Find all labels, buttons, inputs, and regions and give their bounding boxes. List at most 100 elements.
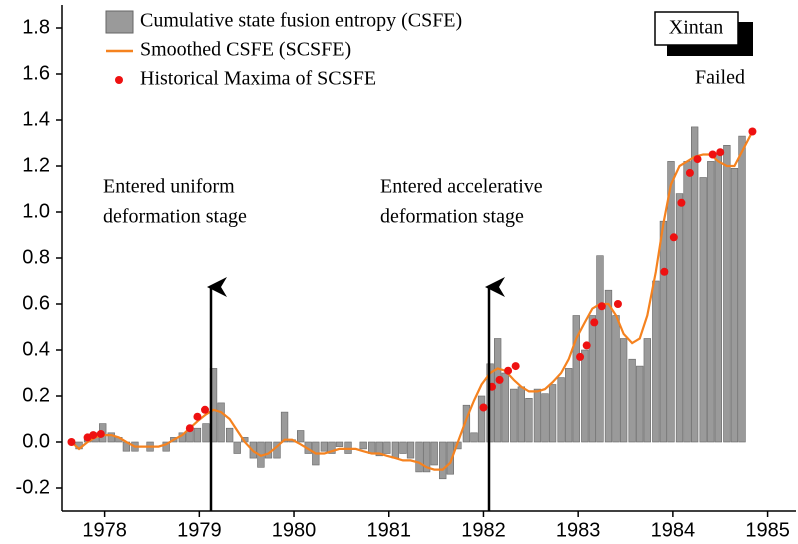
- y-tick-label: 1.2: [22, 154, 50, 176]
- bar: [477, 395, 486, 443]
- x-tick-label: 1983: [556, 519, 601, 541]
- bar: [572, 315, 580, 443]
- maximum-point: [504, 366, 513, 375]
- bar: [723, 145, 731, 443]
- x-tick-label: 1984: [651, 519, 696, 541]
- maximum-point: [201, 405, 210, 414]
- bar: [517, 386, 525, 443]
- bar: [494, 338, 502, 443]
- bar: [383, 441, 391, 454]
- y-tick-label: 1.8: [22, 16, 50, 38]
- label-box: [654, 11, 739, 46]
- bar: [193, 427, 202, 443]
- bar: [264, 441, 273, 459]
- bar: [335, 441, 344, 447]
- maximum-point: [185, 424, 194, 433]
- bar: [699, 177, 707, 443]
- y-tick-label: 0.4: [22, 338, 50, 360]
- bar: [619, 338, 628, 443]
- maximum-point: [576, 352, 585, 361]
- legend-swatch: [115, 76, 123, 84]
- annotation: Entered accelerative: [380, 176, 543, 198]
- y-tick-label: 0.2: [22, 384, 50, 406]
- legend-label: Smoothed CSFE (SCSFE): [140, 39, 351, 61]
- x-tick-label: 1980: [272, 519, 317, 541]
- legend-label: Historical Maxima of SCSFE: [140, 68, 376, 90]
- bar: [406, 441, 415, 459]
- maximum-point: [748, 127, 757, 136]
- bar: [391, 441, 400, 459]
- legend: Cumulative state fusion entropy (CSFE) Sm…: [105, 10, 462, 90]
- x-tick-label: 1981: [366, 519, 411, 541]
- bar: [652, 280, 660, 443]
- bar: [565, 368, 573, 443]
- bar: [541, 393, 549, 443]
- bar: [439, 441, 447, 480]
- bar: [320, 441, 329, 452]
- maximum-point: [613, 300, 622, 308]
- legend-swatch: [105, 10, 134, 34]
- maximum-point: [669, 233, 678, 242]
- bar: [667, 161, 675, 443]
- bar: [730, 168, 739, 443]
- maximum-point: [495, 375, 504, 384]
- bar: [525, 397, 533, 443]
- y-tick-label: 1.6: [22, 62, 50, 84]
- bar: [359, 441, 367, 450]
- bar: [430, 441, 438, 466]
- plot-area: [67, 126, 757, 480]
- bar: [107, 432, 115, 443]
- maximum-point: [677, 198, 686, 207]
- failed-label: Failed: [695, 67, 745, 89]
- bar: [675, 193, 684, 443]
- bar: [604, 289, 613, 443]
- x-tick-label: 1982: [461, 519, 506, 541]
- bar: [202, 423, 210, 443]
- bar: [328, 441, 336, 454]
- bar: [501, 372, 509, 443]
- y-tick-label: 0.8: [22, 246, 50, 268]
- annotation: deformation stage: [380, 206, 524, 228]
- maximum-point: [479, 403, 488, 412]
- bar: [225, 427, 234, 443]
- bar: [422, 441, 431, 473]
- maximum-point: [89, 431, 98, 440]
- bar: [344, 441, 352, 454]
- maximum-point: [582, 341, 591, 350]
- maximum-point: [511, 362, 520, 371]
- x-tick-label: 1979: [177, 519, 222, 541]
- maximum-point: [597, 302, 606, 311]
- bar: [217, 402, 225, 443]
- bar: [581, 349, 589, 443]
- bar: [659, 220, 668, 443]
- bar: [548, 384, 557, 443]
- bar: [399, 441, 407, 454]
- bar: [738, 135, 746, 443]
- maximum-point: [67, 438, 76, 446]
- smoothed-line: [70, 130, 754, 471]
- maximum-point: [96, 429, 105, 438]
- y-tick-label: -0.2: [16, 476, 50, 498]
- annotation: Entered uniform: [103, 176, 235, 198]
- bar: [612, 315, 620, 443]
- annotation: deformation stage: [103, 206, 247, 228]
- maximum-point: [193, 412, 202, 421]
- bar: [233, 441, 241, 454]
- bar: [446, 441, 454, 475]
- bar: [470, 432, 478, 443]
- maximum-point: [685, 168, 694, 177]
- bar: [280, 411, 289, 443]
- bar: [186, 430, 194, 443]
- maximum-point: [660, 267, 669, 276]
- bar: [691, 126, 699, 443]
- x-tick-label: 1985: [745, 519, 790, 541]
- y-tick-label: 0.6: [22, 292, 50, 314]
- y-tick-label: 1.4: [22, 108, 50, 130]
- bar: [297, 430, 305, 443]
- bar: [588, 315, 597, 443]
- maximum-point: [708, 150, 717, 159]
- maximum-point: [693, 155, 702, 164]
- bar: [714, 154, 722, 443]
- legend-label: Cumulative state fusion entropy (CSFE): [140, 10, 462, 32]
